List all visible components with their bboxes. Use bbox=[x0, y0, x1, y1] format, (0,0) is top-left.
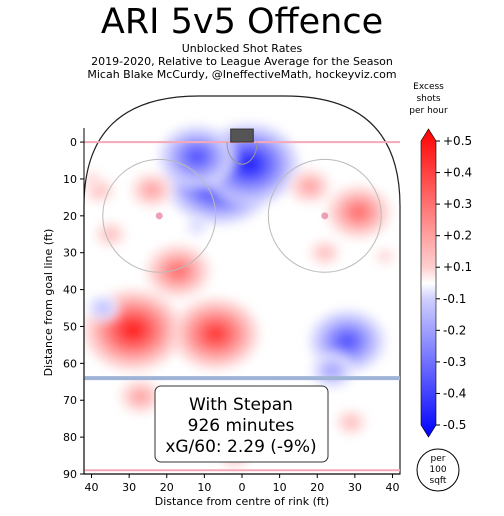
y-tick-label-5: 50 bbox=[63, 320, 77, 333]
colorbar: +0.5 +0.4 +0.3 +0.2 +0.1 -0.1 -0.2 -0.3 -0.4 -0.5… bbox=[409, 82, 472, 438]
unit-badge-circle bbox=[416, 448, 460, 492]
annotation-line-2: xG/60: 2.29 (-9%) bbox=[165, 437, 316, 457]
annotation-line-1: 926 minutes bbox=[188, 416, 295, 436]
x-axis-label: Distance from centre of rink (ft) bbox=[155, 495, 329, 508]
hotspot-21-level-4 bbox=[89, 177, 94, 181]
y-tick-label-9: 90 bbox=[63, 468, 77, 481]
chart-title: ARI 5v5 Offence bbox=[100, 2, 384, 42]
x-tick-label-8: 40 bbox=[85, 481, 99, 494]
colorbar-tick-label-1: +0.4 bbox=[443, 166, 472, 180]
hotspot-9-level-4 bbox=[305, 182, 315, 190]
hotspot-18-level-4 bbox=[107, 231, 114, 237]
colorbar-tick-label-2: +0.3 bbox=[443, 197, 472, 211]
colorbar-tick-label-4: +0.1 bbox=[443, 260, 472, 274]
colorbar-tick-label-3: +0.2 bbox=[443, 229, 472, 243]
colorbar-bar bbox=[420, 128, 437, 438]
x-tick-label-1: 30 bbox=[348, 481, 362, 494]
annotation-frame bbox=[154, 385, 329, 463]
y-tick-label-3: 30 bbox=[63, 247, 77, 260]
colorbar-tick-label-7: -0.3 bbox=[443, 355, 466, 369]
hotspot-11-level-4 bbox=[95, 187, 103, 193]
hotspot-10-level-4 bbox=[147, 186, 157, 194]
faceoff-circle-0 bbox=[267, 158, 382, 273]
hotspot-16-level-4 bbox=[321, 250, 329, 256]
subtitle-line-1: Unblocked Shot Rates bbox=[181, 42, 303, 55]
colorbar-label-line-1: shots bbox=[416, 94, 440, 104]
axes: 40 30 20 10 0 10 20 30 40 0 10 20 30 40 50 60 70 80 90 Dist… bbox=[42, 128, 400, 508]
hotspot-6-level-4 bbox=[206, 326, 225, 342]
unit-badge-line-1: 100 bbox=[429, 465, 446, 475]
hotspot-8-level-4 bbox=[352, 206, 366, 218]
unit-badge-line-2: sqft bbox=[430, 476, 447, 486]
colorbar-tick-label-8: -0.4 bbox=[443, 386, 466, 400]
faceoff-dot-0 bbox=[321, 212, 329, 220]
hotspot-2-level-4 bbox=[189, 150, 205, 164]
goal-net bbox=[230, 128, 254, 143]
y-tick-label-4: 40 bbox=[63, 284, 77, 297]
x-tick-label-5: 10 bbox=[197, 481, 211, 494]
x-tick-label-0: 40 bbox=[385, 481, 399, 494]
annotation-line-0: With Stepan bbox=[189, 395, 293, 415]
colorbar-tick-label-9: -0.5 bbox=[443, 418, 466, 432]
hotspot-19-level-4 bbox=[194, 224, 200, 229]
x-tick-label-2: 20 bbox=[310, 481, 324, 494]
hotspot-7-level-4 bbox=[171, 265, 185, 277]
y-tick-label-8: 80 bbox=[63, 431, 77, 444]
hotspot-3-level-4 bbox=[339, 334, 355, 348]
x-tick-label-6: 20 bbox=[160, 481, 174, 494]
y-tick-label-6: 60 bbox=[63, 357, 77, 370]
unit-badge-line-0: per bbox=[431, 454, 446, 464]
hotspot-1-level-4 bbox=[239, 156, 260, 173]
faceoff-dot-1 bbox=[155, 212, 163, 220]
subtitle-line-3: Micah Blake McCurdy, @IneffectiveMath, h… bbox=[87, 68, 397, 81]
hotspot-17-level-4 bbox=[382, 254, 388, 259]
x-tick-label-4: 0 bbox=[239, 481, 246, 494]
subtitle-line-2: 2019-2020, Relative to League Average fo… bbox=[91, 55, 393, 68]
goal-crease bbox=[226, 142, 258, 165]
heat-blobs bbox=[84, 123, 397, 470]
colorbar-tick-label-6: -0.2 bbox=[443, 323, 466, 337]
y-tick-label-0: 0 bbox=[70, 136, 77, 149]
x-tick-label-7: 30 bbox=[122, 481, 136, 494]
colorbar-tick-label-0: +0.5 bbox=[443, 134, 472, 148]
rink-lines bbox=[83, 95, 401, 475]
y-tick-label-2: 20 bbox=[63, 210, 77, 223]
y-axis-label: Distance from goal line (ft) bbox=[42, 229, 55, 377]
faceoff-circle-1 bbox=[102, 158, 217, 273]
hotspot-15-level-4 bbox=[347, 419, 355, 426]
hotspot-20-level-4 bbox=[99, 305, 107, 311]
rink-boards bbox=[83, 95, 401, 475]
hotspot-5-level-4 bbox=[123, 322, 143, 339]
x-tick-label-3: 10 bbox=[273, 481, 287, 494]
hotspot-4-level-4 bbox=[327, 367, 337, 375]
hotspot-12-level-4 bbox=[136, 392, 145, 401]
colorbar-label-line-0: Excess bbox=[413, 82, 444, 92]
y-tick-label-1: 10 bbox=[63, 173, 77, 186]
y-tick-label-7: 70 bbox=[63, 394, 77, 407]
colorbar-label-line-2: per hour bbox=[409, 106, 448, 116]
colorbar-tick-label-5: -0.1 bbox=[443, 292, 466, 306]
